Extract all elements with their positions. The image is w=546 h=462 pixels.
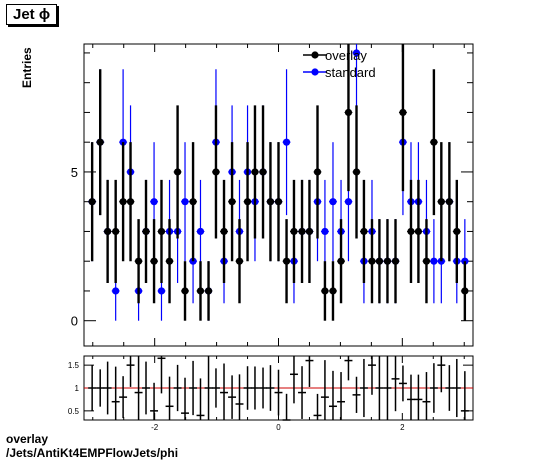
ratio-x-tick-label: 0	[276, 423, 281, 432]
overlay-point	[150, 257, 158, 265]
overlay-point	[157, 227, 166, 236]
footer-label: overlay	[6, 432, 49, 446]
overlay-point	[228, 198, 236, 206]
overlay-point	[430, 138, 438, 146]
overlay-point	[259, 168, 267, 176]
overlay-point	[282, 257, 291, 265]
standard-point	[352, 49, 361, 57]
overlay-point	[375, 257, 384, 265]
overlay-point	[329, 287, 337, 295]
standard-point	[150, 198, 158, 206]
ratio-x-tick-label: 2	[400, 423, 405, 432]
standard-point	[344, 198, 353, 206]
overlay-point	[407, 227, 415, 236]
overlay-point	[196, 287, 205, 295]
ratio-y-tick-label: 1	[75, 384, 80, 393]
ratio-x-tick-label: -2	[151, 423, 159, 432]
ratio-y-tick-label: 1.5	[68, 361, 80, 370]
overlay-point	[453, 227, 461, 236]
overlay-point	[313, 168, 322, 176]
overlay-point	[165, 257, 174, 265]
overlay-point	[437, 198, 445, 206]
overlay-point	[181, 287, 189, 295]
overlay-point	[104, 227, 112, 236]
overlay-point	[352, 168, 361, 176]
overlay-point	[391, 257, 400, 265]
overlay-point	[134, 257, 143, 265]
overlay-point	[461, 287, 469, 295]
overlay-point	[204, 287, 213, 295]
footer-path: /Jets/AntiKt4EMPFlowJets/phi	[6, 446, 179, 460]
overlay-point	[112, 227, 120, 236]
main-data-points	[88, 44, 469, 321]
overlay-point	[119, 198, 127, 206]
overlay-point	[368, 257, 376, 265]
overlay-point	[337, 257, 345, 265]
y-axis-label: Entries	[20, 47, 34, 88]
overlay-point	[290, 227, 298, 236]
overlay-point	[173, 168, 182, 176]
overlay-point	[344, 108, 353, 117]
ratio-data-points	[88, 356, 469, 421]
standard-legend-marker	[311, 68, 319, 76]
overlay-point	[88, 198, 96, 206]
standard-point	[196, 227, 205, 236]
standard-point	[430, 257, 438, 265]
legend: overlay standard	[303, 48, 376, 80]
overlay-point	[126, 198, 135, 206]
overlay-point	[305, 227, 314, 236]
standard-point	[282, 138, 291, 146]
y-tick-label: 0	[71, 314, 78, 329]
standard-point	[181, 198, 189, 206]
standard-point	[112, 287, 120, 295]
overlay-point	[383, 257, 392, 265]
overlay-point	[142, 227, 150, 236]
overlay-point	[212, 168, 220, 176]
overlay-point	[445, 198, 453, 206]
overlay-point	[220, 227, 228, 236]
ratio-y-tick-label: 0.5	[68, 407, 80, 416]
overlay-point	[274, 198, 283, 206]
overlay-point	[422, 257, 431, 265]
overlay-point	[96, 138, 104, 146]
overlay-point	[243, 198, 252, 206]
standard-point	[329, 198, 337, 206]
overlay-point	[189, 198, 197, 206]
overlay-legend-marker	[311, 51, 319, 59]
overlay-point	[235, 257, 244, 265]
standard-point	[157, 287, 166, 295]
overlay-point	[399, 108, 407, 117]
overlay-point	[298, 227, 306, 236]
overlay-point	[321, 287, 329, 295]
y-tick-label: 5	[71, 165, 78, 180]
overlay-point	[266, 198, 275, 206]
standard-legend-label: standard	[325, 65, 376, 80]
standard-point	[321, 227, 329, 236]
plot-title: Jet ϕ	[6, 4, 58, 25]
overlay-point	[360, 227, 368, 236]
overlay-point	[251, 168, 259, 176]
overlay-legend-label: overlay	[325, 48, 367, 63]
overlay-point	[414, 227, 423, 236]
